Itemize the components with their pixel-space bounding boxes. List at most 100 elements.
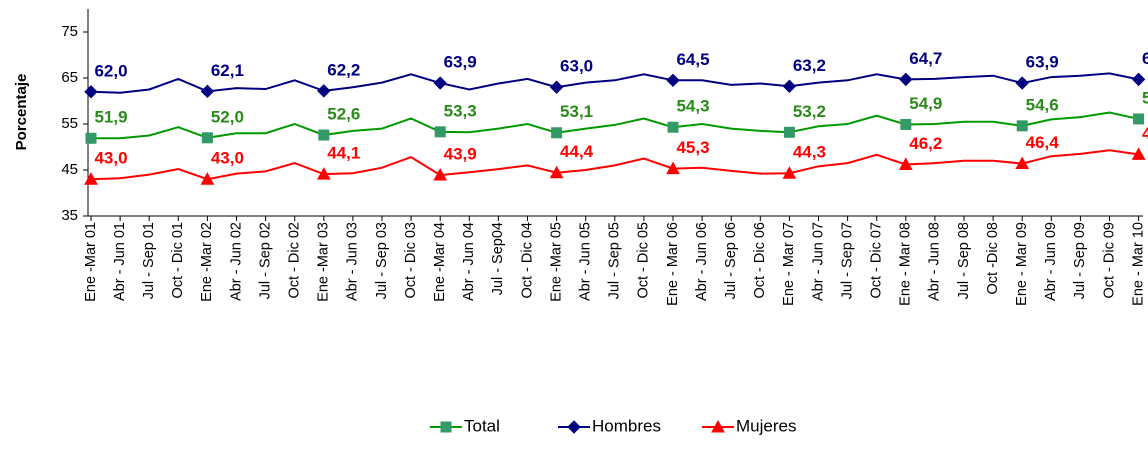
data-label: 63,9 xyxy=(444,53,477,72)
x-tick-label: Abr - Jun 05 xyxy=(578,222,594,301)
data-point xyxy=(783,126,795,138)
data-label: 53,2 xyxy=(793,102,826,121)
data-label: 48,4 xyxy=(1142,124,1148,143)
data-label: 45,3 xyxy=(676,138,709,157)
data-point xyxy=(1016,120,1028,132)
series-line xyxy=(90,72,1139,94)
data-label: 62,2 xyxy=(327,60,360,79)
data-point xyxy=(1133,113,1145,125)
x-tick-label: Ene -Mar 02 xyxy=(199,222,215,302)
x-tick-label: Oct - Dic 07 xyxy=(869,222,885,299)
x-tick-label: Oct - Dic 01 xyxy=(170,222,186,299)
y-tick-label: 65 xyxy=(61,69,78,86)
x-tick-label: Abr - Jun 04 xyxy=(461,222,477,301)
x-tick-label: Abr - Jun 08 xyxy=(927,222,943,301)
data-label: 54,9 xyxy=(909,94,942,113)
data-label: 46,2 xyxy=(909,134,942,153)
data-point xyxy=(666,161,680,175)
y-tick-label: 75 xyxy=(61,23,78,40)
x-tick-label: Ene - Mar 07 xyxy=(781,222,797,306)
data-point xyxy=(782,166,797,179)
data-label: 64,7 xyxy=(1142,49,1148,68)
legend-label: Hombres xyxy=(592,416,661,435)
data-point xyxy=(200,84,215,99)
x-tick-label: Jul - Sep 08 xyxy=(956,222,972,299)
data-label: 46,4 xyxy=(1026,133,1060,152)
data-point xyxy=(1131,147,1146,160)
y-tick-label: 35 xyxy=(61,207,78,224)
data-label: 56,1 xyxy=(1142,88,1148,107)
data-point xyxy=(200,172,215,185)
x-tick-label: Oct - Dic 06 xyxy=(752,222,768,299)
data-label: 53,1 xyxy=(560,102,593,121)
x-tick-label: Abr - Jun 01 xyxy=(112,222,128,301)
data-point xyxy=(84,172,98,185)
data-point xyxy=(1015,76,1029,90)
data-label: 43,0 xyxy=(94,149,127,168)
data-label: 43,9 xyxy=(444,145,477,164)
data-point xyxy=(898,157,913,170)
x-tick-label: Ene -Mar 03 xyxy=(316,222,332,302)
legend-marker xyxy=(440,421,452,433)
data-point xyxy=(666,73,680,88)
data-label: 64,7 xyxy=(909,49,942,68)
x-tick-label: Jul - Sep 02 xyxy=(257,222,273,299)
data-label: 52,0 xyxy=(211,107,244,126)
data-point xyxy=(316,167,331,180)
x-tick-label: Ene -Mar 04 xyxy=(432,222,448,302)
data-point xyxy=(899,72,913,87)
legend-marker xyxy=(567,420,581,434)
x-tick-label: Jul - Sep 05 xyxy=(607,222,623,299)
x-tick-label: Oct - Dic 04 xyxy=(519,222,535,299)
data-label: 62,0 xyxy=(94,61,127,80)
x-tick-label: Ene -Mar 05 xyxy=(548,222,564,302)
data-point xyxy=(318,129,330,141)
x-tick-label: Abr - Jun 09 xyxy=(1043,222,1059,301)
x-tick-label: Abr - Jun 07 xyxy=(810,222,826,301)
x-tick-label: Jul - Sep 07 xyxy=(839,222,855,299)
data-point xyxy=(1131,72,1146,87)
data-label: 53,3 xyxy=(444,101,477,120)
y-tick-label: 45 xyxy=(61,161,78,178)
x-tick-label: Ene - Mar 08 xyxy=(898,222,914,306)
data-label: 44,3 xyxy=(793,143,826,162)
x-tick-label: Jul - Sep 06 xyxy=(723,222,739,299)
x-tick-label: Ene - Mar 06 xyxy=(665,222,681,306)
data-label: 63,0 xyxy=(560,57,593,76)
x-tick-label: Abr - Jun 02 xyxy=(228,222,244,301)
series-line xyxy=(91,111,1139,140)
y-axis-label: Porcentaje xyxy=(13,74,30,151)
data-point xyxy=(667,121,679,133)
data-point xyxy=(84,85,98,99)
data-label: 54,3 xyxy=(676,97,709,116)
data-label: 63,9 xyxy=(1026,53,1059,72)
data-point xyxy=(201,132,213,144)
data-label: 44,1 xyxy=(327,144,360,163)
data-point xyxy=(900,118,912,130)
data-point xyxy=(551,127,563,139)
data-point xyxy=(782,79,797,93)
x-tick-label: Oct -Dic 08 xyxy=(985,222,1001,295)
data-label: 62,1 xyxy=(211,61,244,80)
data-label: 64,5 xyxy=(676,50,709,69)
data-point xyxy=(549,165,564,179)
data-label: 54,6 xyxy=(1026,95,1059,114)
x-tick-label: Ene -Mar 01 xyxy=(83,222,99,302)
data-point xyxy=(549,80,564,94)
data-label: 43,0 xyxy=(211,149,244,168)
x-tick-label: Abr - Jun 03 xyxy=(345,222,361,301)
data-label: 63,2 xyxy=(793,56,826,75)
legend-label: Mujeres xyxy=(736,416,796,435)
x-tick-label: Abr - Jun 06 xyxy=(694,222,710,301)
data-point xyxy=(85,132,97,144)
x-tick-label: Ene - Mar 10 xyxy=(1130,222,1146,306)
data-label: 44,4 xyxy=(560,142,594,161)
x-tick-label: Ene - Mar 09 xyxy=(1014,222,1030,306)
legend-label: Total xyxy=(464,416,500,435)
x-tick-label: Jul - Sep 01 xyxy=(141,222,157,299)
series-line xyxy=(90,149,1139,181)
x-tick-label: Jul - Sep 09 xyxy=(1072,222,1088,299)
x-tick-label: Oct - Dic 05 xyxy=(636,222,652,299)
data-point xyxy=(434,126,446,138)
